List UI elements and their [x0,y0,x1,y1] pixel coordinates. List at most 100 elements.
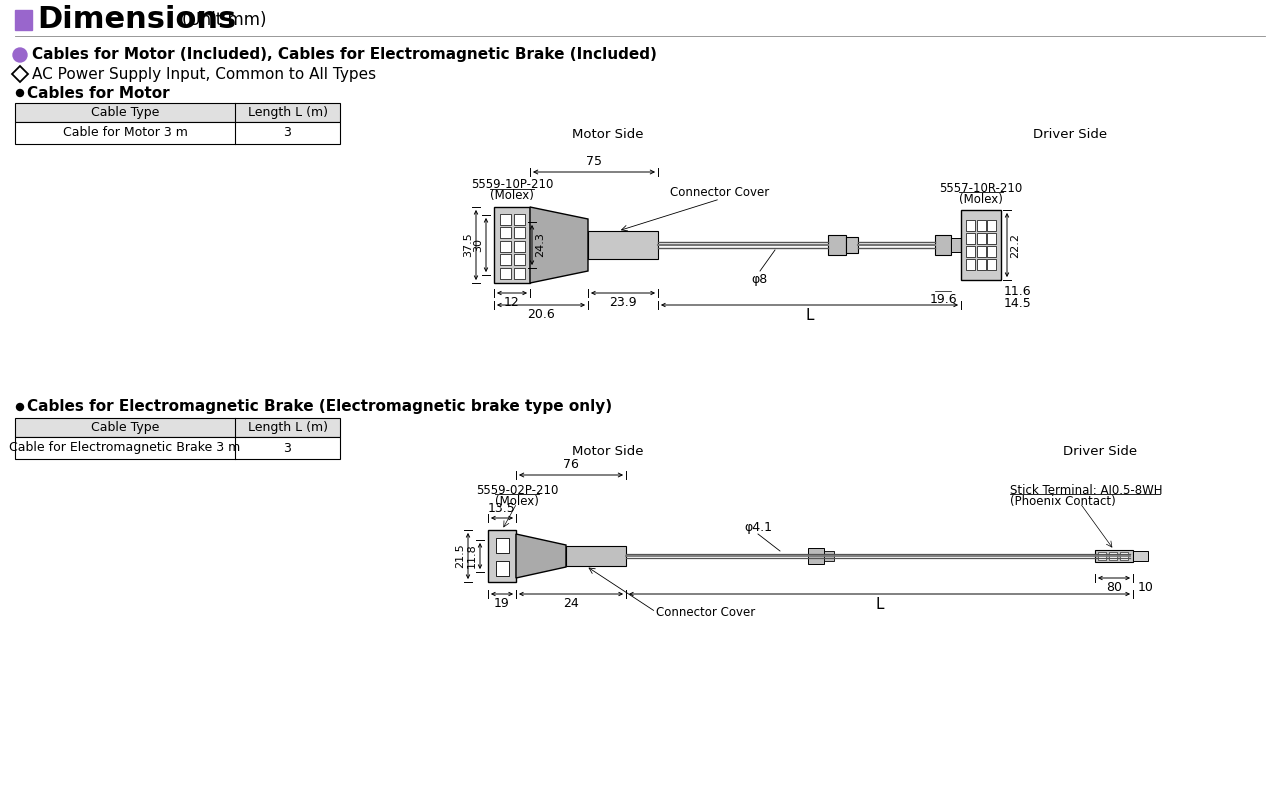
Text: Connector Cover: Connector Cover [671,186,769,199]
Bar [934,235,951,255]
Bar [515,241,525,251]
Text: Cables for Electromagnetic Brake (Electromagnetic brake type only): Cables for Electromagnetic Brake (Electr… [27,400,612,414]
Text: (Molex): (Molex) [490,189,534,203]
Text: L: L [805,308,814,323]
Text: 14.5: 14.5 [1004,297,1032,310]
Bar [566,546,626,566]
Text: 12: 12 [504,296,520,309]
Text: 5559-02P-210: 5559-02P-210 [476,483,558,497]
Bar [824,551,835,561]
Text: 37.5: 37.5 [463,233,474,258]
Text: 5559-10P-210: 5559-10P-210 [471,179,553,192]
Bar [15,103,340,122]
Text: Cable Type: Cable Type [91,421,159,434]
Bar [846,237,858,253]
Text: Length L (m): Length L (m) [247,421,328,434]
Bar [515,214,525,224]
Text: Connector Cover: Connector Cover [657,606,755,619]
Bar [500,254,511,265]
Text: 76: 76 [563,458,579,471]
Bar [987,259,996,270]
Bar [977,259,986,270]
Bar [495,538,508,553]
Text: Cables for Motor (Included), Cables for Electromagnetic Brake (Included): Cables for Motor (Included), Cables for … [32,48,657,63]
Bar [1108,552,1117,560]
Bar [495,561,508,576]
Text: Cable for Motor 3 m: Cable for Motor 3 m [63,126,187,139]
Bar [15,122,340,144]
Bar [515,254,525,265]
Bar [966,259,975,270]
Bar [966,220,975,231]
Bar [500,267,511,278]
Bar [951,238,961,252]
Bar [966,246,975,257]
Text: Driver Side: Driver Side [1033,128,1107,141]
Text: 30: 30 [474,238,483,252]
Circle shape [17,90,23,96]
Text: 24: 24 [563,597,579,610]
Bar [987,246,996,257]
Bar [977,246,986,257]
Bar [500,241,511,251]
Text: 19.6: 19.6 [929,293,957,306]
Bar [500,214,511,224]
Text: 11.6: 11.6 [1004,285,1032,298]
Text: (Unit mm): (Unit mm) [182,11,266,29]
Text: φ8: φ8 [751,273,768,286]
Bar [977,220,986,231]
Text: 80: 80 [1106,581,1123,594]
Text: 20.6: 20.6 [527,308,554,321]
Text: 3: 3 [284,126,292,139]
Text: Stick Terminal: AI0.5-8WH: Stick Terminal: AI0.5-8WH [1010,483,1162,497]
Bar [828,235,846,255]
Text: 24.3: 24.3 [535,233,545,258]
Text: 11.8: 11.8 [467,544,477,568]
Text: Dimensions: Dimensions [37,6,237,34]
Text: 22.2: 22.2 [1010,232,1020,258]
Polygon shape [530,207,588,283]
Text: (Phoenix Contact): (Phoenix Contact) [1010,494,1116,507]
Bar [966,233,975,244]
Bar [1120,552,1128,560]
Bar [961,210,1001,280]
Bar [15,418,340,437]
Text: 5557-10R-210: 5557-10R-210 [940,181,1023,195]
Bar [515,267,525,278]
Text: L: L [876,597,883,612]
Text: 75: 75 [586,155,602,168]
Bar [588,231,658,259]
Text: 21.5: 21.5 [454,544,465,568]
Bar [500,227,511,238]
Text: φ4.1: φ4.1 [744,521,772,534]
Text: Cable Type: Cable Type [91,106,159,119]
Text: 19: 19 [494,597,509,610]
Text: 3: 3 [284,441,292,455]
Bar [15,10,32,30]
Text: Motor Side: Motor Side [572,128,644,141]
Text: AC Power Supply Input, Common to All Types: AC Power Supply Input, Common to All Typ… [32,67,376,82]
Text: Cable for Electromagnetic Brake 3 m: Cable for Electromagnetic Brake 3 m [9,441,241,455]
Bar [515,227,525,238]
Bar [987,233,996,244]
Bar [808,548,824,564]
Text: Motor Side: Motor Side [572,445,644,458]
Text: (Molex): (Molex) [495,494,539,507]
Bar [488,530,516,582]
Text: Driver Side: Driver Side [1062,445,1137,458]
Bar [1094,550,1133,562]
Bar [494,207,530,283]
Bar [1098,552,1106,560]
Circle shape [13,48,27,62]
Bar [1133,551,1148,561]
Bar [977,233,986,244]
Bar [987,220,996,231]
Text: 10: 10 [1138,581,1153,594]
Text: 13.5: 13.5 [488,502,516,515]
Polygon shape [516,534,566,578]
Circle shape [17,404,23,410]
Text: Length L (m): Length L (m) [247,106,328,119]
Text: Cables for Motor: Cables for Motor [27,86,170,100]
Text: 23.9: 23.9 [609,296,637,309]
Bar [15,437,340,459]
